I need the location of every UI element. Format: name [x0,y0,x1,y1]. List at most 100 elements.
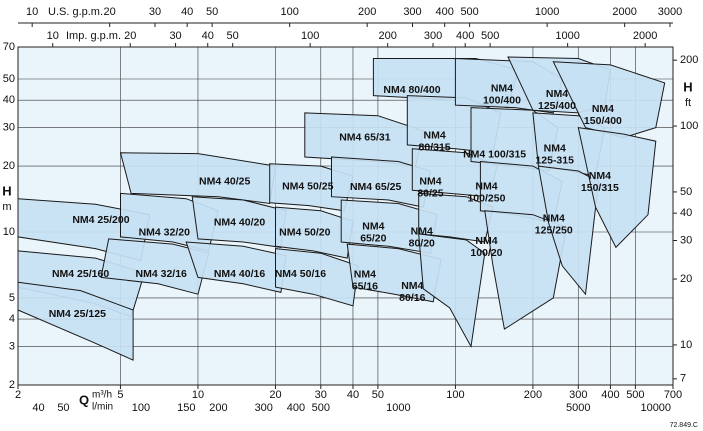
x_imp-tick-label: 30 [169,30,181,42]
x_us-tick-label: 50 [206,6,218,18]
x-tick-label: 100 [446,389,464,401]
region-label: NM4 [423,130,445,142]
region-label: NM4 [475,235,497,247]
x-tick-label: 30 [315,389,327,401]
region-label: NM4 [475,181,497,193]
y-tick-label: 50 [3,73,15,85]
x_lmin-tick-label: 500 [312,402,330,414]
plot-frame [17,46,674,386]
region-label: 80/20 [409,238,435,250]
region-label: NM4 [592,103,614,115]
pump-region [346,243,442,303]
region-label: 100/20 [470,247,502,259]
y-tick-label: 10 [3,226,15,238]
region-label: NM4 [546,88,568,100]
x_us-tick-label: 500 [460,6,478,18]
region-label: 150/315 [581,182,619,194]
region-label: NM4 [362,221,384,233]
y2-tick-label: 7 [680,373,686,385]
axes: 2 5 10 20 30 40 50 100 200 300 400 500 7002345102030… [3,6,699,414]
region-label: 65/16 [352,280,378,292]
pump-region [484,210,568,330]
x_imp-tick-label: 100 [301,30,319,42]
region-label: NM4 25/200 [72,214,129,226]
x_lmin-tick-label: 200 [209,402,227,414]
x-tick-label: 200 [524,389,542,401]
x_lmin-tick-label: 5000 [566,402,590,414]
region-label: NM4 40/25 [199,175,251,187]
y-tick-label: 5 [9,292,15,304]
x_imp-tick-label: 20 [124,30,136,42]
x-tick-label: 40 [347,389,359,401]
y-tick-label: 2 [9,379,15,391]
x_us-tick-label: 10 [26,6,38,18]
y2-tick-label: 200 [680,54,698,66]
region-label: NM4 65/31 [339,132,391,144]
region-label: NM4 32/16 [136,268,188,280]
y-tick-label: 3 [9,340,15,352]
region-label: 125-315 [535,155,574,167]
note: 72.849.C [670,422,698,429]
x_imp-tick-label: 400 [456,30,474,42]
x_lmin-tick-label: 300 [255,402,273,414]
y-tick-label: 20 [3,160,15,172]
region-label: NM4 50/20 [279,227,331,239]
x-tick-label: 300 [569,389,587,401]
region-label: NM4 40/20 [214,217,266,229]
region-label: NM4 50/25 [282,181,334,193]
region-label: NM4 25/125 [49,308,106,320]
region-label: 125/400 [538,100,576,112]
lmin-axis-label: l/min [92,402,113,413]
x_lmin-tick-label: 50 [57,402,69,414]
pump-region [100,238,210,295]
x-axis-unit: m³/h [92,390,112,401]
x-tick-label: 50 [372,389,384,401]
imp-axis-label: Imp. g.p.m. [66,30,121,42]
x_imp-tick-label: 300 [424,30,442,42]
x_imp-tick-label: 50 [227,30,239,42]
region-label: NM4 [543,212,565,224]
region-label: NM4 [544,143,566,155]
y-axis-unit: m [2,201,11,213]
us-axis-label: U.S. g.p.m. [48,6,103,18]
pump-region [552,61,666,139]
region-label: NM4 80/400 [383,84,440,96]
x_us-tick-label: 100 [280,6,298,18]
y2-tick-label: 40 [680,207,692,219]
x_us-tick-label: 30 [149,6,161,18]
x_us-tick-label: 200 [358,6,376,18]
region-label: NM4 [411,226,433,238]
y2-tick-label: 50 [680,186,692,198]
region-label: 80/25 [417,188,443,200]
x_us-tick-label: 40 [181,6,193,18]
x-tick-label: 500 [626,389,644,401]
x-axis-label: Q [79,392,89,407]
region-label: NM4 65/25 [350,181,402,193]
y2-tick-label: 10 [680,339,692,351]
x_lmin-tick-label: 40 [32,402,44,414]
x-tick-label: 400 [601,389,619,401]
pump-region [185,241,287,294]
x_imp-tick-label: 40 [202,30,214,42]
pump-region [275,206,354,259]
pump-region [577,127,657,249]
x_lmin-tick-label: 100 [132,402,150,414]
region-label: 150/400 [584,115,622,127]
y-tick-label: 70 [3,41,15,53]
y2-axis-unit: ft [685,97,691,109]
x-tick-label: 2 [15,389,21,401]
region-label: NM4 [354,268,376,280]
region-label: NM4 50/16 [275,268,327,280]
x_lmin-tick-label: 10000 [640,402,671,414]
region-label: NM4 32/20 [139,227,191,239]
y2-tick-label: 100 [680,120,698,132]
y2-axis-label: H [683,79,692,94]
x_imp-tick-label: 10 [47,30,59,42]
x_lmin-tick-label: 150 [177,402,195,414]
region-label: NM4 [589,170,611,182]
x_imp-tick-label: 500 [481,30,499,42]
x_imp-tick-label: 200 [379,30,397,42]
region-label: NM4 [401,280,423,292]
x_imp-tick-label: 2000 [633,30,657,42]
